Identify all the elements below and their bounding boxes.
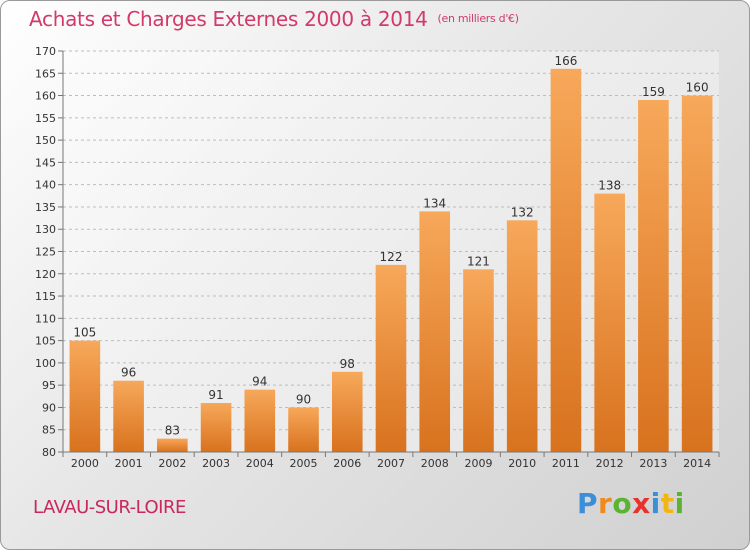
bar-2006 (331, 371, 363, 452)
chart-title: Achats et Charges Externes 2000 à 2014 (e… (29, 7, 519, 31)
data-label: 98 (340, 357, 355, 371)
x-tick-label: 2011 (552, 457, 580, 470)
bar-2000 (69, 340, 101, 452)
x-tick-label: 2009 (464, 457, 492, 470)
x-tick-label: 2008 (421, 457, 449, 470)
bar-2010 (506, 220, 538, 452)
x-tick-label: 2000 (71, 457, 99, 470)
x-tick-label: 2014 (683, 457, 711, 470)
x-tick-label: 2007 (377, 457, 405, 470)
bar-2013 (638, 100, 669, 452)
x-tick-label: 2006 (333, 457, 361, 470)
y-tick-label: 170 (35, 45, 56, 58)
x-tick-label: 2004 (246, 457, 274, 470)
y-tick-label: 105 (35, 335, 56, 348)
bar-2003 (200, 402, 232, 452)
x-tick-label: 2005 (290, 457, 318, 470)
data-label: 160 (686, 81, 709, 95)
x-tick-label: 2003 (202, 457, 230, 470)
y-tick-label: 115 (35, 290, 56, 303)
chart-unit: (en milliers d'€) (437, 12, 519, 25)
y-tick-label: 110 (35, 312, 56, 325)
y-tick-label: 150 (35, 134, 56, 147)
data-label: 166 (554, 54, 577, 68)
bar-2002 (157, 438, 188, 452)
bar-2009 (463, 269, 494, 452)
bar-2008 (419, 211, 451, 452)
x-tick-label: 2013 (639, 457, 667, 470)
location-name: LAVAU-SUR-LOIRE (33, 497, 186, 518)
data-label: 134 (423, 196, 446, 210)
y-tick-label: 95 (42, 379, 56, 392)
data-label: 91 (208, 388, 223, 402)
x-tick-label: 2001 (115, 457, 143, 470)
data-label: 159 (642, 85, 665, 99)
bars: 105 96 83 91 94 90 98 122 134 121 132 166 138 159 160 (69, 54, 713, 453)
data-label: 105 (73, 326, 96, 340)
data-label: 96 (121, 366, 136, 380)
y-tick-label: 125 (35, 246, 56, 259)
y-tick-label: 80 (42, 446, 56, 459)
y-tick-label: 145 (35, 156, 56, 169)
data-label: 138 (598, 179, 621, 193)
bar-2001 (113, 380, 144, 452)
data-label: 121 (467, 254, 490, 268)
y-tick-label: 90 (42, 401, 56, 414)
data-label: 132 (511, 205, 534, 219)
y-tick-label: 100 (35, 357, 56, 370)
data-label: 94 (252, 375, 267, 389)
x-tick-label: 2002 (158, 457, 186, 470)
bar-2014 (681, 95, 713, 453)
y-tick-label: 160 (35, 90, 56, 103)
bar-2011 (550, 68, 582, 453)
chart-title-text: Achats et Charges Externes 2000 à 2014 (29, 7, 428, 31)
y-tick-label: 120 (35, 268, 56, 281)
y-tick-label: 130 (35, 223, 56, 236)
y-tick-label: 165 (35, 67, 56, 80)
proxiti-logo: Proxiti (577, 487, 685, 520)
x-tick-label: 2012 (596, 457, 624, 470)
x-axis: 2000 2001 2002 2003 2004 2005 2006 2007 2008 2009… (62, 451, 720, 470)
bar-2007 (375, 264, 407, 452)
data-label: 122 (380, 250, 403, 264)
y-axis: 80 85 90 95 100 105 110 115 120 125 130 135 140 145 15… (35, 45, 64, 459)
y-tick-label: 85 (42, 424, 56, 437)
x-tick-label: 2010 (508, 457, 536, 470)
bar-2005 (288, 407, 319, 452)
y-tick-label: 155 (35, 112, 56, 125)
bar-2004 (244, 389, 276, 452)
data-label: 90 (296, 392, 311, 406)
y-tick-label: 135 (35, 201, 56, 214)
data-label: 83 (165, 424, 180, 438)
y-tick-label: 140 (35, 179, 56, 192)
bar-2012 (594, 193, 625, 453)
